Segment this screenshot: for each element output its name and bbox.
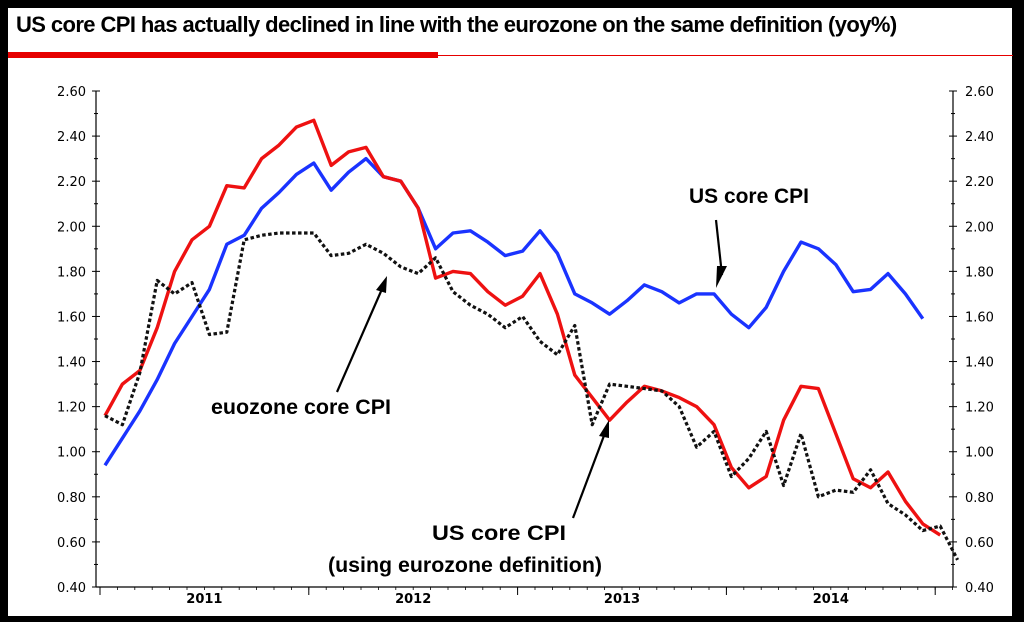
arrow-us-core-cpi-ez-def	[571, 432, 607, 519]
chart-annotations: US core CPI euozone core CPI US core CPI…	[211, 185, 809, 577]
y-tick-label-right: 0.60	[965, 536, 994, 551]
y-tick-label-right: 1.40	[965, 356, 994, 371]
arrow-us-core-cpi	[714, 219, 724, 276]
chart-axes: 2.60 2.60 2.40 2.40 2.20 2.20 2.00 2.00 1.80 1.80…	[57, 85, 994, 607]
y-tick-label-left: 1.80	[57, 265, 86, 280]
chart-title: US core CPI has actually declined in lin…	[16, 12, 897, 37]
x-tick-label: 2011	[186, 592, 222, 607]
y-tick-label-right: 2.20	[965, 175, 994, 190]
y-tick-label-left: 0.60	[57, 536, 86, 551]
y-tick-label-left: 1.20	[57, 401, 86, 416]
series-line-0	[103, 156, 925, 467]
chart-frame: US core CPI has actually declined in lin…	[8, 8, 1013, 616]
arrowhead-eurozone-core-cpi	[376, 276, 387, 293]
y-tick-label-left: 2.40	[57, 130, 86, 145]
y-tick-label-left: 1.00	[57, 446, 86, 461]
series-line-2	[104, 231, 960, 561]
y-tick-label-left: 1.40	[57, 356, 86, 371]
annotation-us-core-cpi-ez-def: US core CPI	[432, 522, 566, 545]
y-tick-label-right: 0.80	[965, 491, 994, 506]
x-tick-label: 2014	[813, 592, 849, 607]
y-tick-label-right: 1.80	[965, 265, 994, 280]
series-line-1	[103, 118, 942, 537]
y-tick-label-right: 0.40	[965, 581, 994, 596]
arrow-eurozone-core-cpi	[335, 288, 384, 393]
y-tick-label-left: 2.20	[57, 175, 86, 190]
y-tick-label-right: 2.00	[965, 220, 994, 235]
x-tick-label: 2012	[395, 592, 431, 607]
annotation-eurozone-core-cpi: euozone core CPI	[211, 396, 391, 419]
y-tick-label-left: 2.00	[57, 220, 86, 235]
y-tick-label-left: 0.40	[57, 581, 86, 596]
annotation-us-core-cpi: US core CPI	[689, 185, 809, 208]
arrowhead-us-core-cpi	[716, 266, 727, 288]
y-tick-label-right: 1.20	[965, 401, 994, 416]
chart-series	[103, 118, 960, 561]
y-tick-label-right: 1.00	[965, 446, 994, 461]
y-tick-label-right: 2.40	[965, 130, 994, 145]
annotation-ez-definition: (using eurozone definition)	[328, 554, 602, 577]
y-tick-label-left: 1.60	[57, 310, 86, 325]
y-tick-label-right: 1.60	[965, 310, 994, 325]
arrowhead-us-core-cpi-ez-def	[599, 420, 609, 438]
y-tick-label-left: 2.60	[57, 85, 86, 100]
y-tick-label-right: 2.60	[965, 85, 994, 100]
title-underline-accent	[8, 52, 438, 58]
y-tick-label-left: 0.80	[57, 491, 86, 506]
title-underline	[438, 55, 1013, 56]
x-tick-label: 2013	[604, 592, 640, 607]
